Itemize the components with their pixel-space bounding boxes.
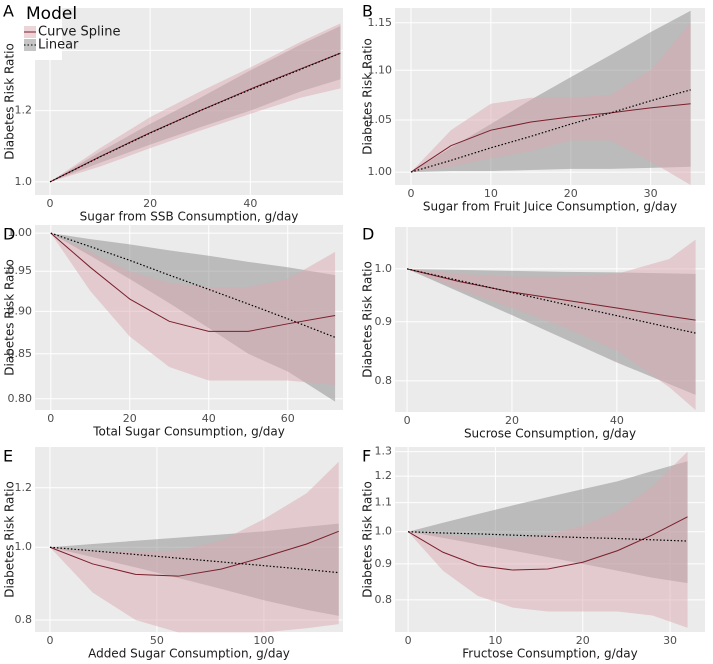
y-axis-title: Diabetes Risk Ratio bbox=[361, 481, 375, 598]
confidence-band bbox=[50, 23, 341, 182]
x-tick-label: 0 bbox=[404, 414, 411, 427]
trend-line bbox=[49, 546, 339, 574]
y-tick-label: 1.00 bbox=[8, 226, 33, 239]
y-tick-label: 0.8 bbox=[375, 374, 393, 387]
x-tick-label: 100 bbox=[253, 634, 274, 647]
y-tick-label: 0.90 bbox=[8, 304, 33, 317]
y-tick-label: 1.0 bbox=[15, 175, 33, 188]
y-tick-label: 0.9 bbox=[375, 315, 393, 328]
trend-line bbox=[407, 516, 688, 571]
y-axis-title: Diabetes Risk Ratio bbox=[361, 38, 375, 155]
y-tick-label: 1.2 bbox=[15, 104, 33, 117]
x-tick-label: 0 bbox=[47, 197, 54, 210]
trend-line bbox=[406, 268, 696, 321]
x-axis-title: Sugar from SSB Consumption, g/day bbox=[80, 210, 299, 224]
y-tick-label: 1.1 bbox=[375, 496, 393, 509]
x-tick-label: 0 bbox=[46, 634, 53, 647]
confidence-band bbox=[408, 451, 688, 628]
confidence-band bbox=[50, 233, 336, 385]
confidence-band bbox=[410, 22, 691, 186]
panel-label: E bbox=[3, 447, 13, 466]
y-tick-label: 1.2 bbox=[15, 481, 33, 494]
trend-line bbox=[49, 530, 339, 577]
y-tick-label: 1.0 bbox=[375, 525, 393, 538]
x-tick-label: 10 bbox=[484, 187, 498, 200]
x-tick-label: 60 bbox=[281, 412, 295, 425]
y-tick-label: 1.3 bbox=[375, 445, 393, 458]
x-axis-title: Added Sugar Consumption, g/day bbox=[88, 647, 290, 661]
y-tick-label: 1.15 bbox=[368, 16, 393, 29]
x-axis-title: Fructose Consumption, g/day bbox=[462, 647, 638, 661]
y-tick-label: 0.9 bbox=[375, 557, 393, 570]
x-axis-title: Sucrose Consumption, g/day bbox=[464, 427, 636, 441]
x-tick-label: 20 bbox=[564, 187, 578, 200]
x-tick-label: 0 bbox=[47, 412, 54, 425]
x-tick-label: 0 bbox=[405, 634, 412, 647]
x-axis-title: Sugar from Fruit Juice Consumption, g/da… bbox=[423, 200, 677, 214]
y-axis-title: Diabetes Risk Ratio bbox=[3, 43, 17, 160]
confidence-band bbox=[49, 461, 339, 633]
x-tick-label: 50 bbox=[150, 634, 164, 647]
x-tick-label: 40 bbox=[610, 414, 624, 427]
x-tick-label: 20 bbox=[143, 197, 157, 210]
y-axis-title: Diabetes Risk Ratio bbox=[361, 261, 375, 378]
y-tick-label: 0.95 bbox=[8, 264, 33, 277]
legend-key bbox=[24, 39, 36, 51]
y-tick-label: 0.8 bbox=[375, 593, 393, 606]
y-tick-label: 1.2 bbox=[375, 469, 393, 482]
y-tick-label: 0.80 bbox=[8, 392, 33, 405]
panel-label: F bbox=[362, 447, 371, 466]
panel-label: B bbox=[362, 2, 373, 21]
y-tick-label: 1.05 bbox=[368, 113, 393, 126]
x-tick-label: 0 bbox=[407, 187, 414, 200]
y-tick-label: 1.0 bbox=[15, 540, 33, 553]
y-tick-label: 1.00 bbox=[368, 165, 393, 178]
panel-label: D bbox=[3, 225, 15, 244]
y-tick-label: 0.85 bbox=[8, 347, 33, 360]
x-axis-title: Total Sugar Consumption, g/day bbox=[92, 425, 285, 439]
confidence-band bbox=[407, 239, 696, 411]
x-tick-label: 30 bbox=[663, 634, 677, 647]
legend-label: Linear bbox=[38, 38, 79, 53]
y-tick-label: 1.10 bbox=[368, 63, 393, 76]
trend-line bbox=[410, 103, 691, 173]
panel-label: D bbox=[362, 225, 374, 244]
y-tick-label: 1.0 bbox=[375, 262, 393, 275]
trend-line bbox=[406, 268, 696, 334]
legend-label: Curve Spline bbox=[38, 25, 120, 40]
x-tick-label: 40 bbox=[202, 412, 216, 425]
y-axis-title: Diabetes Risk Ratio bbox=[3, 481, 17, 598]
trend-line bbox=[408, 531, 688, 542]
x-tick-label: 30 bbox=[644, 187, 658, 200]
x-tick-label: 20 bbox=[505, 414, 519, 427]
legend-title: Model bbox=[26, 4, 77, 24]
x-tick-label: 20 bbox=[576, 634, 590, 647]
legend-box bbox=[14, 0, 62, 60]
y-tick-label: 0.8 bbox=[15, 613, 33, 626]
x-tick-label: 10 bbox=[488, 634, 502, 647]
panel-label: A bbox=[3, 2, 14, 21]
x-tick-label: 20 bbox=[123, 412, 137, 425]
x-tick-label: 40 bbox=[243, 197, 257, 210]
trend-line bbox=[50, 232, 336, 332]
y-axis-title: Diabetes Risk Ratio bbox=[3, 259, 17, 376]
